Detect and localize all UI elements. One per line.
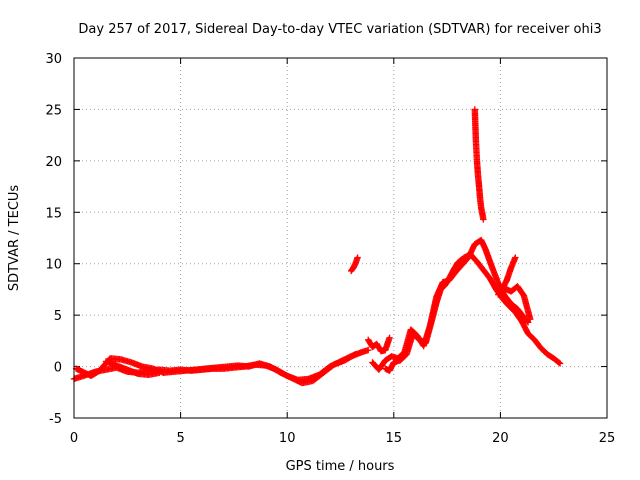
data-point bbox=[556, 360, 564, 367]
x-tick-label: 20 bbox=[492, 431, 509, 446]
data-point-interp bbox=[555, 359, 563, 366]
y-tick-label: 5 bbox=[54, 309, 62, 324]
data-point bbox=[512, 254, 519, 261]
data-point bbox=[156, 369, 163, 376]
data-point-interp bbox=[351, 351, 358, 359]
y-tick-label: 10 bbox=[45, 258, 62, 273]
x-tick-label: 5 bbox=[176, 431, 184, 446]
y-tick-label: 15 bbox=[45, 206, 62, 221]
y-axis-label: SDTVAR / TECUs bbox=[7, 185, 22, 292]
y-tick-label: 30 bbox=[45, 52, 62, 67]
plot-frame bbox=[73, 57, 608, 419]
data-point bbox=[352, 351, 359, 358]
x-tick-label: 15 bbox=[386, 431, 403, 446]
x-tick-label: 25 bbox=[599, 431, 616, 446]
data-point bbox=[480, 216, 487, 223]
data-point bbox=[354, 254, 361, 261]
chart-title: Day 257 of 2017, Sidereal Day-to-day VTE… bbox=[78, 22, 601, 37]
data-points bbox=[70, 106, 564, 387]
data-point bbox=[365, 346, 372, 354]
y-tick-label: 0 bbox=[54, 361, 62, 376]
y-tick-label: 25 bbox=[45, 103, 62, 118]
data-point bbox=[527, 316, 534, 323]
axis-ticks: 0 5 10 15 20 25 -5 0 5 10 15 20 25 30 bbox=[45, 52, 615, 446]
data-point bbox=[386, 334, 393, 341]
y-tick-label: 20 bbox=[45, 155, 62, 170]
x-axis-label: GPS time / hours bbox=[286, 459, 395, 474]
y-tick-label: -5 bbox=[49, 412, 62, 427]
x-tick-label: 0 bbox=[70, 431, 78, 446]
x-tick-label: 10 bbox=[279, 431, 296, 446]
